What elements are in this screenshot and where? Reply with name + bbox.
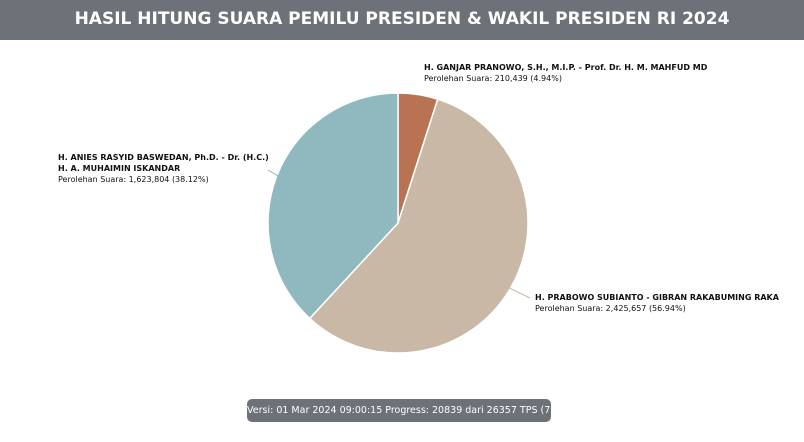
vote-label: Perolehan Suara: 2,425,657 (56.94%): [535, 304, 686, 313]
leader-line: [417, 96, 421, 109]
candidate-name: H. ANIES RASYID BASWEDAN, Ph.D. - Dr. (H…: [58, 153, 269, 173]
slice-label: H. GANJAR PRANOWO, S.H., M.I.P. - Prof. …: [424, 62, 724, 84]
pie-chart: [267, 92, 531, 354]
title: HASIL HITUNG SUARA PEMILU PRESIDEN & WAK…: [0, 0, 804, 40]
version-footer: Versi: 01 Mar 2024 09:00:15 Progress: 20…: [247, 399, 584, 422]
leader-line: [508, 287, 531, 299]
candidate-name: H. GANJAR PRANOWO, S.H., M.I.P. - Prof. …: [424, 63, 708, 72]
vote-label: Perolehan Suara: 210,439 (4.94%): [424, 74, 562, 83]
leader-line: [267, 169, 280, 177]
slice-label: H. ANIES RASYID BASWEDAN, Ph.D. - Dr. (H…: [58, 152, 280, 185]
candidate-name: H. PRABOWO SUBIANTO - GIBRAN RAKABUMING …: [535, 293, 779, 302]
slice-label: H. PRABOWO SUBIANTO - GIBRAN RAKABUMING …: [535, 292, 795, 314]
vote-label: Perolehan Suara: 1,623,804 (38.12%): [58, 175, 209, 184]
